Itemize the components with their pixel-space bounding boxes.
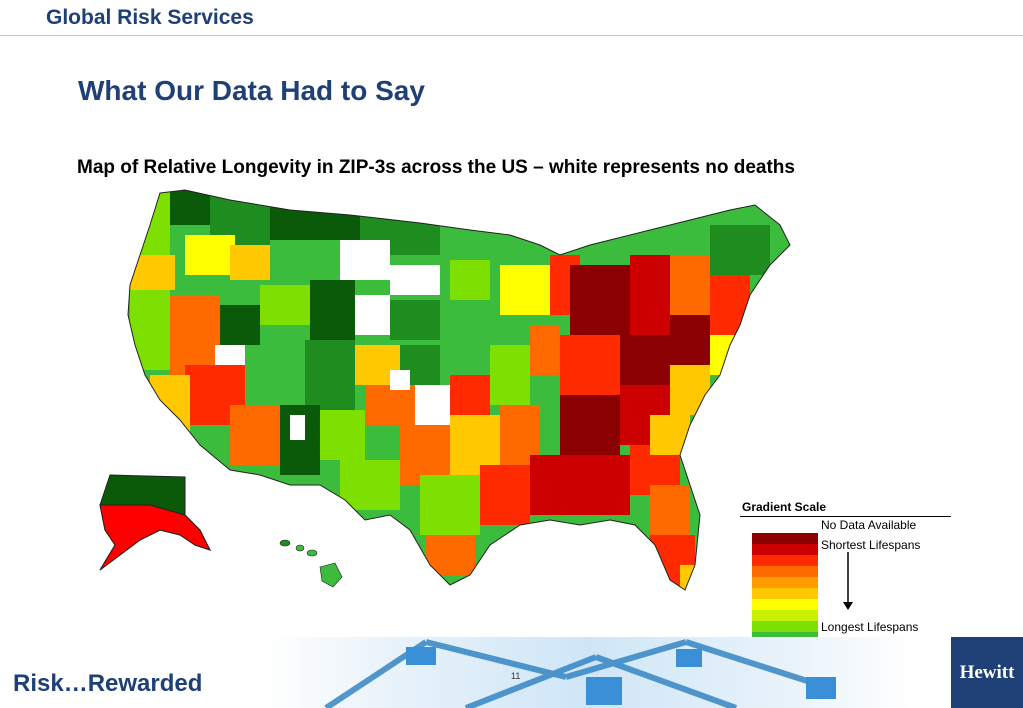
legend-swatch bbox=[752, 544, 818, 555]
legend-swatch bbox=[752, 610, 818, 621]
legend-swatch bbox=[752, 555, 818, 566]
down-arrow-icon bbox=[843, 552, 853, 610]
legend-swatch bbox=[752, 621, 818, 632]
legend-swatch bbox=[752, 577, 818, 588]
legend-shortest-label: Shortest Lifespans bbox=[821, 538, 921, 552]
page-number: 11 bbox=[511, 671, 521, 681]
legend-swatch bbox=[752, 533, 818, 544]
footer-tagline: Risk…Rewarded bbox=[13, 670, 203, 697]
legend-longest-label: Longest Lifespans bbox=[821, 620, 919, 634]
legend-swatch bbox=[752, 588, 818, 599]
us-longevity-map bbox=[99, 189, 791, 591]
hewitt-logo: Hewitt bbox=[951, 637, 1023, 708]
map-subtitle: Map of Relative Longevity in ZIP-3s acro… bbox=[77, 157, 795, 178]
hawaii-region bbox=[279, 539, 343, 588]
conus-regions bbox=[128, 190, 790, 590]
slide-title: What Our Data Had to Say bbox=[78, 75, 425, 106]
legend-divider bbox=[740, 516, 951, 517]
legend-no-data-label: No Data Available bbox=[821, 518, 917, 532]
legend-swatch bbox=[752, 599, 818, 610]
header-divider bbox=[0, 35, 1023, 36]
footer-banner-graphic bbox=[266, 637, 912, 708]
legend-swatch bbox=[752, 566, 818, 577]
legend-title: Gradient Scale bbox=[742, 500, 827, 514]
alaska-region bbox=[99, 474, 211, 571]
header-title: Global Risk Services bbox=[46, 6, 254, 29]
